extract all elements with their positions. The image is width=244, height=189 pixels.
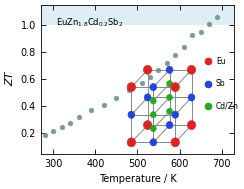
Text: Sb: Sb <box>216 79 225 88</box>
Text: Eu: Eu <box>216 57 225 66</box>
X-axis label: Temperature / K: Temperature / K <box>99 174 176 184</box>
Text: EuZn$_{1.8}$Cd$_{0.2}$Sb$_2$: EuZn$_{1.8}$Cd$_{0.2}$Sb$_2$ <box>56 17 124 29</box>
Bar <box>41 5 234 25</box>
Text: Cd/Zn: Cd/Zn <box>216 101 239 111</box>
Y-axis label: ZT: ZT <box>5 72 15 87</box>
